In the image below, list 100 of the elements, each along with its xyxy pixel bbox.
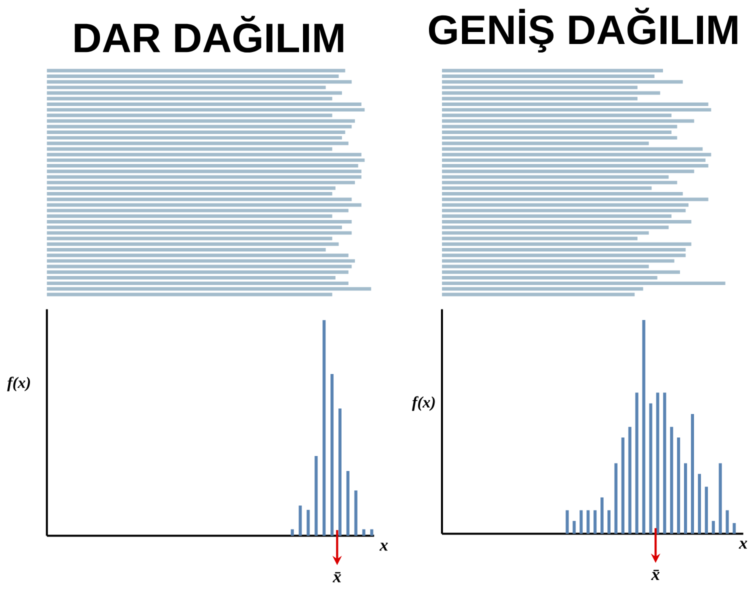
bar [572, 521, 576, 534]
bar [442, 97, 638, 101]
x-axis-title: x [738, 540, 748, 549]
bar [46, 192, 332, 196]
bar [46, 102, 362, 106]
bar [442, 91, 660, 95]
bar [442, 259, 674, 263]
bar [442, 209, 686, 212]
bar [607, 510, 611, 534]
bar [290, 529, 294, 536]
bar [46, 170, 362, 174]
text: x̄ [332, 572, 342, 582]
bar [46, 158, 365, 162]
bar [670, 427, 674, 534]
bar [442, 175, 669, 179]
bar [442, 203, 688, 207]
bar [46, 181, 355, 184]
bar [46, 242, 339, 246]
bar [46, 220, 352, 224]
bar [46, 264, 352, 268]
bar [442, 80, 683, 84]
bar [586, 510, 590, 534]
bar [46, 198, 352, 202]
bar [46, 97, 332, 101]
bar [442, 136, 678, 140]
bar [354, 490, 358, 536]
bar [663, 392, 666, 534]
bar [566, 510, 569, 534]
bar [442, 248, 686, 252]
bar [46, 236, 332, 240]
bar [442, 231, 649, 235]
bar [442, 264, 649, 268]
bar [46, 114, 332, 118]
bar [442, 186, 652, 190]
bar [442, 276, 658, 280]
bar [46, 231, 352, 235]
bar [46, 270, 348, 274]
bar [46, 276, 336, 280]
bar [718, 463, 722, 534]
bar [46, 69, 346, 73]
bar [46, 282, 348, 286]
bar [442, 287, 644, 291]
bar [46, 136, 342, 140]
bar [442, 108, 712, 112]
bar [46, 214, 332, 218]
bar [732, 523, 736, 534]
bar [442, 125, 678, 129]
bar [46, 248, 326, 252]
bar [698, 474, 701, 534]
bar [46, 125, 352, 129]
chart-title: DAR DAĞILIM [74, 16, 344, 53]
bar [621, 438, 624, 534]
bar [642, 320, 646, 534]
bar [442, 192, 683, 196]
bar [46, 80, 352, 84]
bar [46, 74, 339, 78]
bar [362, 529, 366, 536]
bar [656, 392, 660, 534]
bar [628, 427, 632, 534]
bar [346, 471, 350, 536]
bar [46, 287, 372, 291]
bar [442, 130, 672, 134]
bar [704, 486, 708, 534]
bar [46, 86, 326, 90]
bar [46, 108, 365, 112]
bar [314, 456, 318, 536]
bar [677, 438, 680, 534]
bar [338, 408, 342, 536]
bar [370, 529, 374, 536]
bar [330, 374, 334, 536]
bar [442, 242, 692, 246]
bar [46, 186, 336, 190]
bar [46, 175, 362, 179]
bar [442, 153, 712, 157]
bar [298, 506, 302, 536]
bar [46, 203, 362, 207]
bar [442, 69, 663, 73]
bar [614, 463, 618, 534]
bar [442, 86, 638, 90]
bar [600, 498, 604, 534]
bar [684, 463, 688, 534]
bar [726, 510, 729, 534]
bar [635, 392, 638, 534]
bar [580, 510, 583, 534]
bar [690, 414, 694, 534]
bar [46, 91, 342, 95]
bar [442, 158, 706, 162]
bar [46, 226, 342, 230]
x-axis-title: x [379, 542, 388, 551]
bar [442, 254, 686, 258]
bar [442, 164, 708, 168]
text: x̄ [651, 570, 660, 580]
bar [442, 214, 672, 218]
bar [442, 220, 692, 224]
bar [442, 102, 708, 106]
chart-title: GENİŞ DAĞILIM [428, 8, 738, 53]
bar [442, 114, 672, 118]
bar [322, 320, 326, 536]
bar [306, 510, 310, 536]
bar [442, 142, 649, 146]
